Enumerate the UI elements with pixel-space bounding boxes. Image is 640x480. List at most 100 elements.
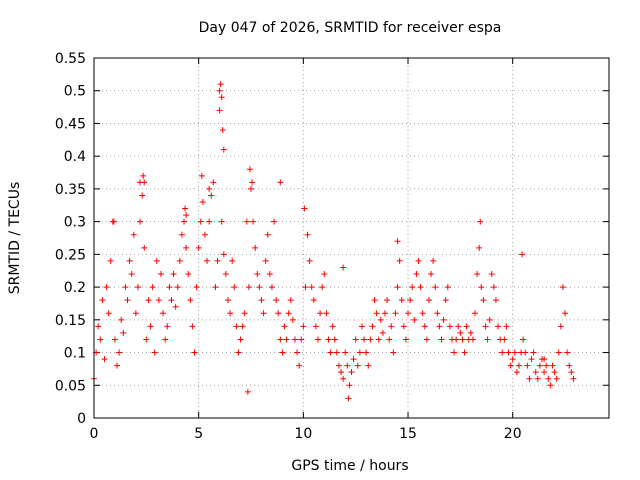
data-point — [105, 310, 112, 317]
x-tick-label: 15 — [399, 426, 417, 442]
data-point — [407, 297, 414, 304]
data-point — [206, 185, 213, 192]
y-tick-label: 0.35 — [55, 182, 86, 198]
data-point — [472, 310, 479, 317]
data-point — [178, 231, 185, 238]
data-point — [195, 244, 202, 251]
data-point — [457, 329, 464, 336]
data-point — [245, 284, 252, 291]
data-point — [256, 284, 263, 291]
data-point — [509, 356, 516, 363]
data-point — [346, 382, 353, 389]
data-point — [375, 336, 382, 343]
data-point — [103, 284, 110, 291]
data-point — [490, 284, 497, 291]
data-point — [181, 218, 188, 225]
data-point — [183, 212, 190, 219]
data-point — [252, 244, 259, 251]
data-point — [453, 336, 460, 343]
data-point — [570, 375, 577, 382]
y-tick-label: 0.2 — [64, 280, 86, 296]
chart-title: Day 047 of 2026, SRMTID for receiver esp… — [199, 20, 502, 36]
data-point — [166, 284, 173, 291]
data-point — [183, 244, 190, 251]
y-tick-label: 0.15 — [55, 313, 86, 329]
data-point — [275, 310, 282, 317]
data-point — [358, 323, 365, 330]
y-tick-label: 0 — [77, 411, 86, 427]
data-point — [218, 94, 225, 101]
data-point — [562, 310, 569, 317]
data-point — [197, 218, 204, 225]
data-point — [388, 323, 395, 330]
data-point — [430, 257, 437, 264]
data-point — [564, 349, 571, 356]
data-point — [428, 271, 435, 277]
data-point — [455, 323, 462, 330]
data-point — [306, 257, 313, 264]
data-point — [363, 349, 370, 356]
data-point — [260, 310, 267, 317]
data-point — [345, 395, 352, 402]
data-point — [95, 323, 102, 330]
data-point — [480, 297, 487, 304]
data-point — [348, 369, 355, 376]
plot-frame — [93, 57, 610, 419]
data-point — [319, 284, 326, 291]
data-point — [241, 310, 248, 317]
data-point — [204, 257, 211, 264]
data-point — [147, 323, 154, 330]
data-point — [187, 297, 194, 304]
data-point — [390, 349, 397, 356]
data-point — [302, 284, 309, 291]
data-point — [239, 323, 246, 330]
data-point — [417, 284, 424, 291]
data-point — [153, 257, 160, 264]
data-point — [111, 336, 118, 343]
data-point — [312, 323, 319, 330]
data-point — [206, 218, 213, 225]
data-point — [532, 369, 539, 376]
data-point — [137, 179, 144, 186]
data-point — [310, 297, 317, 304]
data-point — [264, 231, 271, 238]
data-point — [354, 362, 361, 369]
y-tick-label: 0.05 — [55, 378, 86, 394]
data-point — [361, 336, 368, 343]
data-point — [568, 369, 575, 376]
data-point — [120, 329, 127, 336]
data-point — [217, 81, 224, 88]
data-point — [279, 349, 286, 356]
data-point — [541, 356, 548, 363]
data-point — [335, 362, 342, 369]
data-point — [201, 231, 208, 238]
data-point — [271, 218, 278, 225]
data-point — [398, 297, 405, 304]
data-point — [436, 323, 443, 330]
data-point — [235, 349, 242, 356]
data-point — [224, 297, 231, 304]
data-point — [277, 179, 284, 186]
data-point — [315, 336, 322, 343]
data-point — [524, 362, 531, 369]
data-point — [244, 388, 251, 395]
data-point — [530, 349, 537, 356]
data-point — [250, 218, 257, 225]
data-point — [124, 297, 131, 304]
data-point — [528, 356, 535, 363]
data-point — [308, 284, 315, 291]
data-point — [216, 87, 223, 94]
data-point — [162, 336, 169, 343]
data-point — [212, 284, 219, 291]
data-point — [208, 192, 215, 199]
data-point — [519, 251, 526, 258]
data-point — [553, 375, 560, 382]
data-point — [469, 336, 476, 343]
data-point — [477, 218, 484, 225]
data-point — [327, 349, 334, 356]
data-point — [379, 329, 386, 336]
data-point — [451, 349, 458, 356]
data-point — [381, 310, 388, 317]
data-point — [486, 316, 493, 323]
